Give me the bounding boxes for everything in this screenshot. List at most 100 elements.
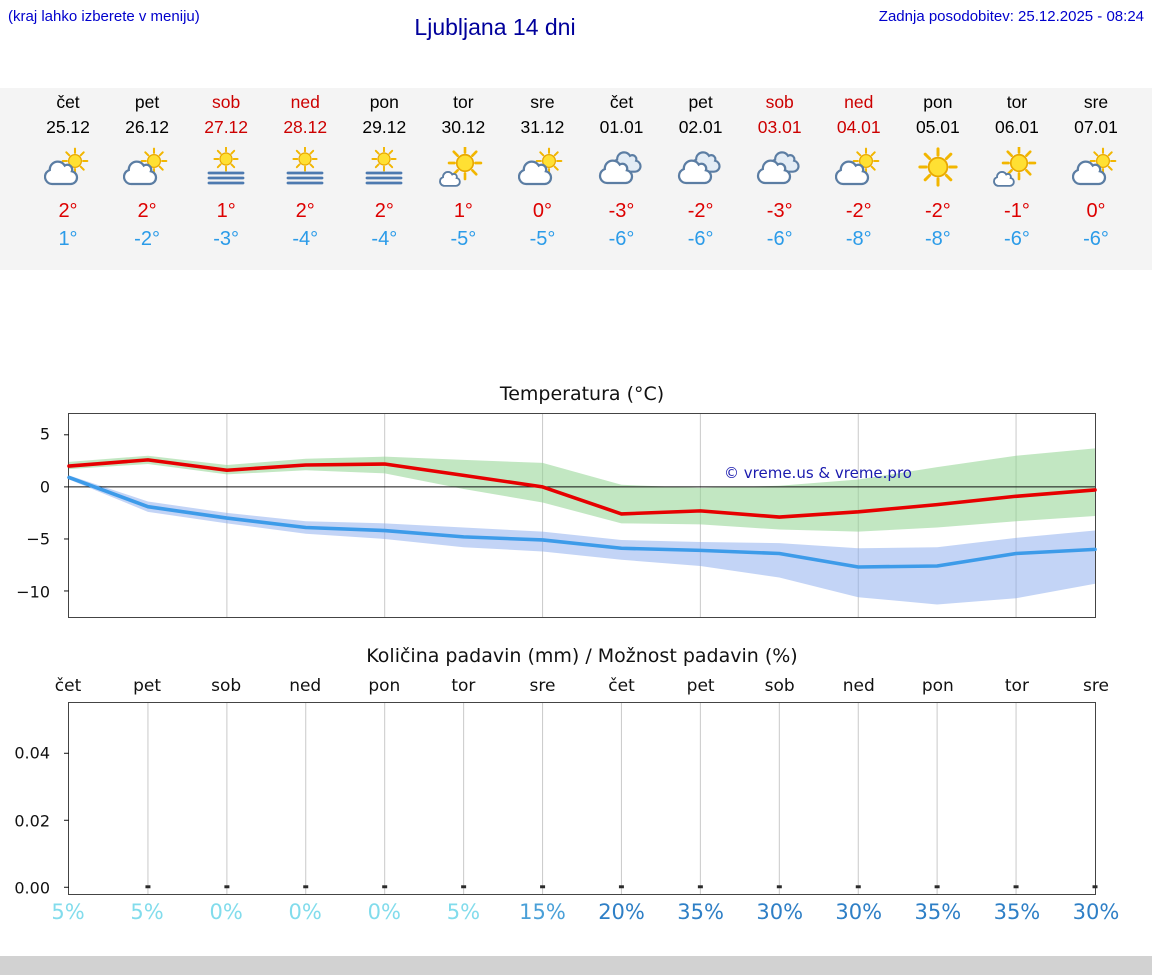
weather-icon-fog (280, 147, 330, 187)
min-temperature: -3° (213, 228, 240, 250)
forecast-day: ned 04.01 -2° -8° (815, 92, 903, 251)
precip-probability: 35% (993, 900, 1041, 924)
precip-plot (64, 703, 1098, 894)
last-update: Zadnja posodobitev: 25.12.2025 - 08:24 (878, 8, 1144, 25)
day-name: pet (134, 92, 160, 112)
precip-probability: 5% (51, 900, 85, 924)
weather-icon-partly-cloudy (43, 147, 93, 187)
forecast-day: sre 31.12 0° -5° (498, 92, 586, 251)
forecast-day: pon 05.01 -2° -8° (894, 92, 982, 251)
precip-day-label: čet (54, 676, 82, 696)
min-temperature: -6° (687, 228, 714, 250)
day-date: 02.01 (678, 117, 723, 137)
precip-y-axis: 0.04 0.02 0.00 (0, 702, 58, 897)
max-temperature: 2° (58, 200, 78, 222)
day-date: 28.12 (283, 117, 328, 137)
max-temperature: 2° (374, 200, 394, 222)
weather-icon-fog (201, 147, 251, 187)
max-temperature: 1° (453, 200, 473, 222)
precip-chart (64, 702, 1098, 895)
day-name: pet (688, 92, 713, 112)
day-name: sob (212, 92, 241, 112)
y-tick-label: −10 (16, 582, 50, 602)
precip-day-labels: čet pet sob ned pon tor sre čet pet sob … (55, 676, 1109, 702)
precip-chart-title: Količina padavin (mm) / Možnost padavin … (366, 645, 798, 667)
max-temperature: -3° (766, 200, 793, 222)
precip-day-label: sob (764, 676, 795, 696)
max-temperature: -2° (845, 200, 872, 222)
page-title: Ljubljana 14 dni (414, 14, 576, 40)
temperature-chart: © vreme.us & vreme.pro (64, 413, 1097, 618)
weather-icon-fog (359, 147, 409, 187)
max-temperature: 1° (216, 200, 236, 222)
day-name: sob (765, 92, 794, 112)
precip-probability: 5% (446, 900, 481, 924)
min-temperature: -6° (1083, 228, 1109, 250)
weather-icon-partly-cloudy (1071, 147, 1121, 187)
min-temperature: -4° (371, 228, 398, 250)
precip-probability: 30% (835, 900, 883, 924)
day-date: 05.01 (915, 117, 960, 137)
min-temperature: 1° (58, 228, 78, 250)
precip-probability: 30% (1072, 900, 1120, 924)
precip-day-label: pon (368, 676, 401, 696)
min-temperature: -5° (529, 228, 556, 250)
day-date: 30.12 (441, 117, 486, 137)
y-tick-label: −5 (26, 529, 50, 549)
day-date: 29.12 (362, 117, 407, 137)
weather-icon-mostly-sunny (438, 147, 488, 187)
min-temperature: -2° (134, 228, 160, 250)
day-date: 03.01 (757, 117, 802, 137)
weather-icon-sunny (913, 147, 963, 187)
day-name: pon (923, 92, 953, 112)
watermark: © vreme.us & vreme.pro (724, 464, 912, 482)
precip-day-label: pet (686, 676, 715, 696)
precip-day-label: ned (289, 676, 322, 696)
day-name: ned (844, 92, 874, 112)
footer-bar (0, 956, 1152, 975)
min-temperature: -8° (845, 228, 872, 250)
weather-icon-mostly-sunny (992, 147, 1042, 187)
forecast-day: sre 07.01 0° -6° (1052, 92, 1140, 251)
precip-probability: 35% (677, 900, 724, 924)
weather-icon-partly-cloudy (834, 147, 884, 187)
day-name: sre (1083, 92, 1109, 112)
day-date: 07.01 (1074, 117, 1118, 137)
forecast-day: pet 26.12 2° -2° (103, 92, 191, 251)
day-name: sre (530, 92, 555, 112)
forecast-day: tor 06.01 -1° -6° (973, 92, 1061, 251)
forecast-day: čet 01.01 -3° -6° (578, 92, 666, 251)
precip-probability: 0% (288, 900, 322, 924)
y-tick-label: 0.04 (14, 743, 50, 763)
precip-probability-row: 5% 5% 0% 0% 0% 5% 15% 20% 35% 30% 30% 35… (51, 900, 1119, 926)
precip-day-label: sob (211, 676, 242, 696)
forecast-day: pon 29.12 2° -4° (340, 92, 428, 251)
temperature-plot (64, 414, 1097, 617)
weather-icon-partly-cloudy (517, 147, 567, 187)
day-name: čet (56, 92, 80, 112)
day-date: 01.01 (599, 117, 644, 137)
forecast-day: tor 30.12 1° -5° (419, 92, 507, 251)
max-temperature: 0° (1086, 200, 1106, 222)
y-tick-label: 0 (39, 477, 50, 497)
day-date: 31.12 (520, 117, 565, 137)
max-temperature: -2° (687, 200, 714, 222)
day-name: tor (453, 92, 474, 112)
day-name: čet (609, 92, 634, 112)
day-date: 06.01 (995, 117, 1039, 137)
forecast-day: sob 27.12 1° -3° (182, 92, 270, 251)
precip-day-label: sre (1083, 676, 1109, 696)
day-date: 27.12 (204, 117, 249, 137)
max-temperature: 2° (137, 200, 157, 222)
weather-icon-cloudy (755, 147, 805, 187)
min-temperature: -6° (766, 228, 793, 250)
day-date: 26.12 (125, 117, 169, 137)
precip-day-label: tor (1004, 676, 1029, 696)
precip-day-label: pet (133, 676, 162, 696)
precip-day-label: pon (921, 676, 954, 696)
max-temperature: -2° (924, 200, 951, 222)
weather-icon-cloudy (597, 147, 647, 187)
precip-day-label: tor (451, 676, 476, 696)
precip-day-label: ned (842, 676, 875, 696)
temperature-chart-title: Temperatura (°C) (499, 383, 665, 405)
